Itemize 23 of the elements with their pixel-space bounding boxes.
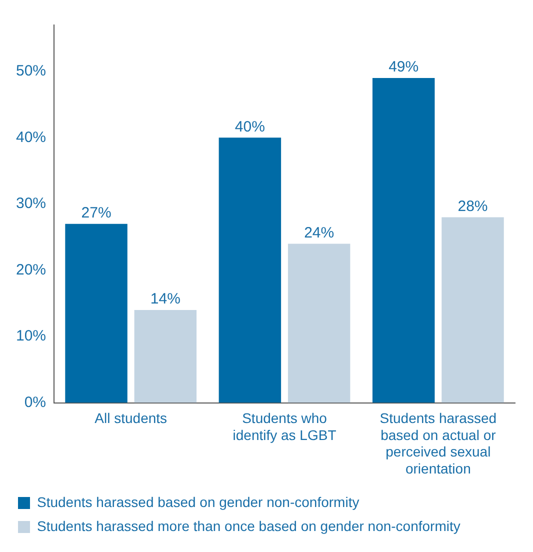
data-label: 14%: [150, 290, 180, 308]
bar: [288, 244, 350, 403]
data-label: 27%: [81, 204, 112, 222]
y-tick-label: 20%: [16, 261, 46, 278]
legend-label: Students harassed more than once based on gender non-conformity: [37, 518, 460, 534]
y-tick-label: 50%: [16, 62, 46, 80]
bar: [218, 138, 282, 403]
bar: [372, 78, 435, 403]
x-tick-label: All students: [94, 410, 168, 426]
y-tick-label: 0%: [24, 394, 46, 411]
data-label: 49%: [388, 58, 419, 76]
bar: [65, 224, 128, 403]
data-label: 28%: [458, 198, 488, 215]
bar: [442, 217, 504, 403]
x-tick-label: Students harassed based on actual or perceived sexual orientation: [380, 410, 497, 476]
data-label: 40%: [234, 118, 265, 136]
y-tick-label: 30%: [16, 195, 46, 212]
legend-label: Students harassed based on gender non-conformity: [37, 494, 360, 510]
bar: [134, 310, 197, 403]
data-label: 24%: [304, 224, 334, 242]
x-tick-label: Students who identify as LGBT: [232, 410, 337, 443]
y-tick-label: 10%: [16, 328, 46, 345]
y-tick-label: 40%: [16, 128, 46, 146]
